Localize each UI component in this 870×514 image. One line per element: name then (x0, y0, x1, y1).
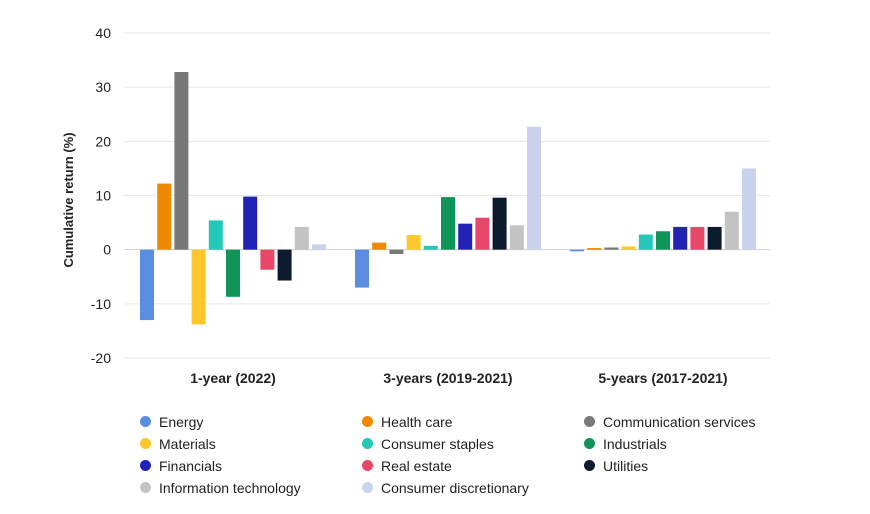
legend-label: Financials (159, 457, 223, 474)
legend-item: Real estate (362, 456, 584, 475)
bar (389, 249, 404, 254)
bar (226, 249, 240, 297)
y-tick-label: 10 (95, 188, 111, 204)
bar (509, 225, 524, 250)
bar (690, 226, 705, 250)
bar (587, 248, 602, 250)
legend-item: Industrials (584, 434, 820, 453)
bar (621, 246, 636, 250)
bar (458, 223, 473, 250)
legend-swatch (362, 460, 373, 471)
x-category-label: 5-years (2017-2021) (598, 370, 727, 386)
bar (294, 226, 309, 250)
bar (742, 168, 756, 250)
x-category-label: 1-year (2022) (190, 370, 276, 386)
bar (656, 231, 670, 250)
y-axis-ticks: 40 30 20 10 0 -10 -20 (91, 25, 111, 366)
legend-swatch (140, 416, 151, 427)
y-tick-label: 30 (95, 79, 111, 95)
legend-label: Communication services (603, 413, 756, 430)
legend-swatch (362, 482, 373, 493)
legend-swatch (584, 416, 595, 427)
bar (140, 249, 154, 321)
legend-item: Financials (140, 456, 362, 475)
legend-label: Information technology (159, 479, 301, 496)
bar (243, 196, 258, 250)
bar (724, 211, 739, 250)
legend-swatch (140, 438, 151, 449)
bar (157, 183, 172, 250)
legend-swatch (362, 438, 373, 449)
legend-label: Industrials (603, 435, 667, 452)
legend-label: Health care (381, 413, 453, 430)
bar (441, 197, 455, 250)
legend-swatch (584, 438, 595, 449)
bar (423, 245, 438, 250)
legend-item: Consumer discretionary (362, 478, 584, 497)
legend-swatch (140, 482, 151, 493)
legend-item: Consumer staples (362, 434, 584, 453)
bar-chart: 40 30 20 10 0 -10 -20 1-year (2022) 3-years (20… (61, 25, 770, 386)
bar (312, 244, 326, 250)
legend-label: Consumer staples (381, 435, 494, 452)
legend-label: Energy (159, 413, 204, 430)
bar (527, 126, 541, 250)
y-tick-label: 0 (103, 242, 111, 258)
bar (492, 197, 507, 250)
legend-item: Materials (140, 434, 362, 453)
gridlines (124, 32, 770, 359)
legend-item: Energy (140, 412, 362, 431)
legend: Energy Health care Communication services M… (140, 412, 820, 497)
bar (260, 249, 275, 270)
y-tick-label: -10 (91, 296, 111, 312)
bars (140, 72, 756, 325)
legend-label: Materials (159, 435, 216, 452)
bar (707, 226, 722, 250)
y-tick-label: 40 (95, 25, 111, 41)
legend-swatch (362, 416, 373, 427)
legend-label: Real estate (381, 457, 452, 474)
legend-item: Information technology (140, 478, 362, 497)
bar (174, 72, 189, 250)
x-axis-categories: 1-year (2022) 3-years (2019-2021) 5-years … (190, 370, 727, 386)
bar (604, 247, 619, 250)
bar (638, 234, 653, 250)
y-tick-label: 20 (95, 133, 111, 149)
bar (277, 249, 292, 281)
bar (208, 220, 223, 250)
x-category-label: 3-years (2019-2021) (383, 370, 512, 386)
legend-item: Utilities (584, 456, 820, 475)
legend-swatch (140, 460, 151, 471)
bar (406, 235, 421, 250)
y-tick-label: -20 (91, 350, 111, 366)
legend-item: Communication services (584, 412, 820, 431)
legend-label: Consumer discretionary (381, 479, 529, 496)
bar (372, 242, 387, 250)
y-axis-label: Cumulative return (%) (61, 132, 76, 267)
bar (570, 249, 584, 252)
bar (191, 249, 206, 325)
bar (673, 226, 688, 250)
legend-item: Health care (362, 412, 584, 431)
bar (355, 249, 369, 288)
legend-label: Utilities (603, 457, 649, 474)
bar (475, 217, 490, 250)
legend-swatch (584, 460, 595, 471)
